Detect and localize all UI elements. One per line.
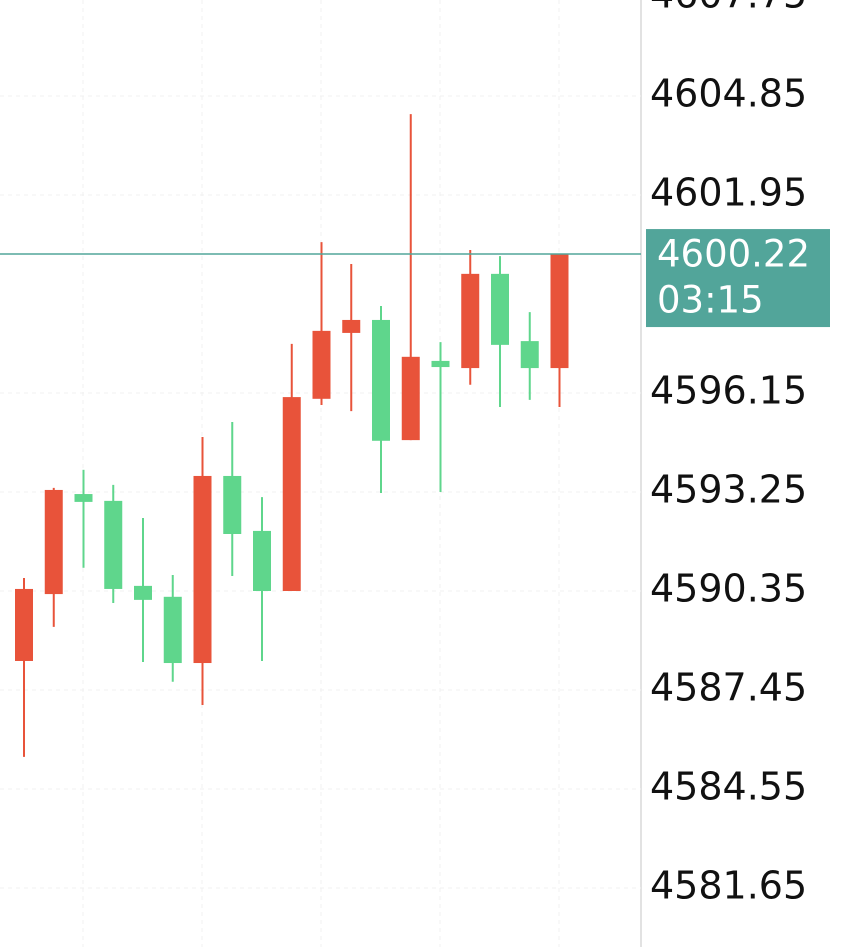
candle-body — [223, 475, 242, 534]
y-tick-label: 4596.15 — [650, 369, 807, 413]
candle-body — [44, 489, 63, 595]
y-tick-label: 4607.75 — [650, 0, 807, 17]
candle-body — [461, 273, 480, 369]
last-price-label: 4600.22 — [657, 233, 810, 276]
y-tick-label: 4587.45 — [650, 666, 807, 710]
y-tick-label: 4601.95 — [650, 171, 807, 215]
candle-body — [401, 356, 420, 441]
y-tick-label: 4581.65 — [650, 864, 807, 908]
candle-body — [520, 341, 539, 369]
candle-body — [163, 596, 182, 664]
y-tick-label: 4604.85 — [650, 72, 807, 116]
candle-body — [431, 360, 450, 368]
y-tick-label: 4590.35 — [650, 567, 807, 611]
candle-body — [550, 254, 569, 369]
y-tick-label: 4593.25 — [650, 468, 807, 512]
candle-body — [74, 494, 93, 502]
candle-body — [253, 530, 271, 591]
candle-body — [282, 397, 301, 591]
candle-body — [372, 319, 390, 441]
y-tick-label: 4584.55 — [650, 765, 807, 809]
candle-body — [312, 330, 331, 399]
candle-body — [104, 500, 123, 589]
candle-body — [491, 273, 509, 345]
candle-body — [134, 585, 152, 600]
last-price-box — [646, 229, 830, 328]
last-time-label: 03:15 — [657, 279, 764, 322]
candle-body — [342, 319, 361, 333]
candle-body — [193, 475, 212, 664]
candle-body — [15, 588, 33, 661]
